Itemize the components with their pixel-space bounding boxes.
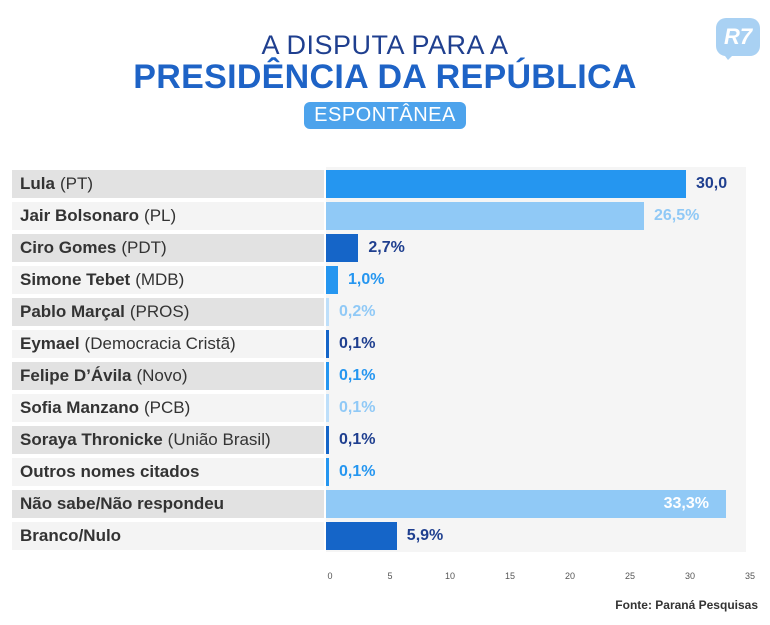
bar — [326, 522, 397, 550]
r7-logo: R7 — [716, 18, 760, 56]
bar — [326, 362, 329, 390]
candidate-name: Não sabe/Não respondeu — [20, 494, 225, 513]
bar — [326, 394, 329, 422]
party-name: (PCB) — [144, 398, 191, 417]
bar — [326, 426, 329, 454]
candidate-name: Sofia Manzano — [20, 398, 140, 417]
party-name: (Novo) — [136, 366, 188, 385]
r7-logo-tail — [722, 52, 736, 60]
bar — [326, 458, 329, 486]
x-tick-label: 35 — [744, 571, 756, 581]
value-label: 30,0 — [696, 175, 728, 192]
candidate-name: Pablo Marçal — [20, 302, 125, 321]
candidate-name: Lula — [20, 174, 55, 193]
value-label: 1,0% — [348, 271, 385, 288]
bar — [326, 266, 338, 294]
party-name: (Democracia Cristã) — [84, 334, 236, 353]
bar — [326, 234, 359, 262]
category-label: Pablo Marçal (PROS) — [12, 298, 324, 326]
category-label: Branco/Nulo — [12, 522, 324, 550]
party-name: (PT) — [59, 174, 93, 193]
value-label: 0,1% — [339, 463, 376, 480]
category-label: Não sabe/Não respondeu — [12, 490, 324, 518]
value-label: 0,1% — [339, 335, 376, 352]
category-label: Ciro Gomes (PDT) — [12, 234, 324, 262]
subtitle-container: ESPONTÂNEA — [0, 102, 770, 129]
x-tick-label: 30 — [684, 571, 696, 581]
chart-title-line1: A DISPUTA PARA A — [261, 30, 509, 60]
subtitle-badge: ESPONTÂNEA — [304, 102, 466, 129]
value-label: 0,1% — [339, 431, 376, 448]
x-tick-label: 20 — [564, 571, 576, 581]
x-tick-label: 10 — [444, 571, 456, 581]
value-label: 0,2% — [339, 303, 376, 320]
value-label: 0,1% — [339, 399, 376, 416]
x-tick-label: 15 — [504, 571, 516, 581]
candidate-name: Jair Bolsonaro — [20, 206, 140, 225]
bar — [326, 298, 329, 326]
category-label: Outros nomes citados — [12, 458, 324, 486]
category-label: Felipe D’Ávila (Novo) — [12, 362, 324, 390]
party-name: (PL) — [144, 206, 177, 225]
candidate-name: Ciro Gomes — [20, 238, 117, 257]
candidate-name: Soraya Thronicke — [20, 430, 163, 449]
value-label: 0,1% — [339, 367, 376, 384]
category-label: Lula (PT) — [12, 170, 324, 198]
candidate-name: Simone Tebet — [20, 270, 131, 289]
candidate-name: Eymael — [20, 334, 80, 353]
x-tick-label: 5 — [387, 571, 393, 581]
chart-title-line2: PRESIDÊNCIA DA REPÚBLICA — [133, 58, 637, 96]
x-tick-label: 25 — [624, 571, 636, 581]
party-name: (MDB) — [135, 270, 185, 289]
bar — [326, 202, 644, 230]
candidate-name: Branco/Nulo — [20, 526, 122, 545]
value-label: 26,5% — [654, 207, 700, 224]
source-note: Fonte: Paraná Pesquisas — [615, 598, 758, 612]
category-label: Simone Tebet (MDB) — [12, 266, 324, 294]
category-label: Sofia Manzano (PCB) — [12, 394, 324, 422]
party-name: (União Brasil) — [167, 430, 271, 449]
chart-plot-area — [326, 167, 746, 552]
party-name: (PDT) — [121, 238, 167, 257]
candidate-name: Felipe D’Ávila — [20, 366, 132, 385]
category-label: Eymael (Democracia Cristã) — [12, 330, 324, 358]
value-label: 2,7% — [368, 239, 405, 256]
bar — [326, 490, 726, 518]
value-label: 5,9% — [406, 527, 444, 544]
category-label: Soraya Thronicke (União Brasil) — [12, 426, 324, 454]
x-tick-label: 0 — [327, 571, 333, 581]
value-label: 33,3% — [663, 495, 709, 512]
bar — [326, 170, 686, 198]
party-name: (PROS) — [129, 302, 190, 321]
category-label: Jair Bolsonaro (PL) — [12, 202, 324, 230]
bar — [326, 330, 329, 358]
candidate-name: Outros nomes citados — [20, 462, 200, 481]
